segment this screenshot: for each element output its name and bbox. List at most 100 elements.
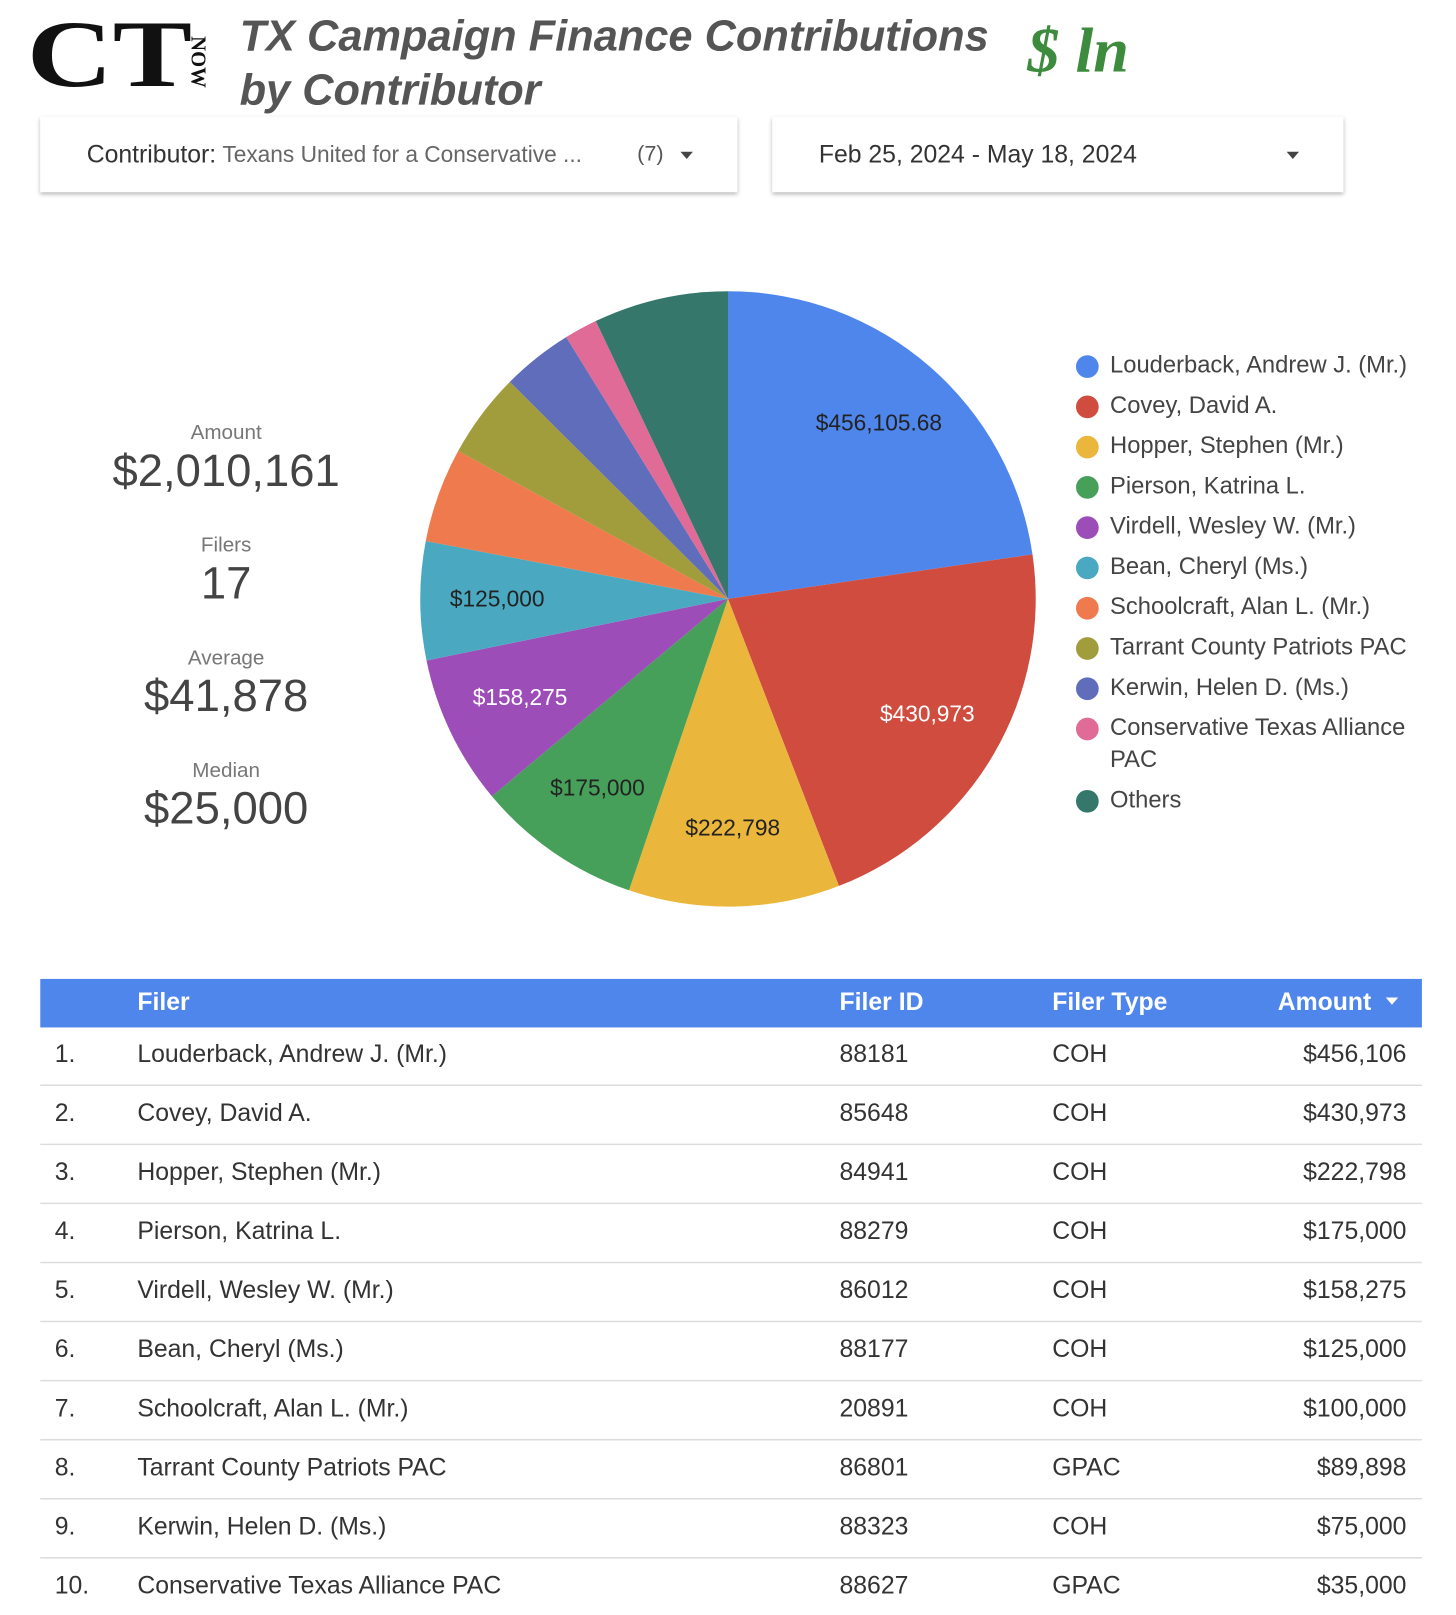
legend-swatch: [1075, 435, 1099, 459]
table-cell: Hopper, Stephen (Mr.): [137, 1159, 381, 1186]
legend-label: Hopper, Stephen (Mr.): [1110, 432, 1344, 459]
legend-swatch: [1075, 789, 1099, 813]
legend-label: Conservative Texas Alliance PAC: [1110, 714, 1412, 773]
table-cell: $222,798: [1303, 1159, 1406, 1186]
slice-label: $158,275: [473, 684, 568, 710]
table-cell: 5.: [55, 1277, 76, 1304]
pie-slice: [458, 381, 728, 599]
sort-arrow[interactable]: [1385, 997, 1399, 1005]
table-cell: Pierson, Katrina L.: [137, 1218, 341, 1245]
table-cell: COH: [1052, 1041, 1107, 1068]
pie-slice: [566, 321, 728, 599]
table-cell: $125,000: [1303, 1336, 1406, 1363]
logo-sub: NOW: [186, 36, 208, 88]
pie-slice: [728, 554, 1036, 886]
table-cell: Conservative Texas Alliance PAC: [137, 1572, 501, 1599]
dropdown-arrow[interactable]: [1286, 151, 1300, 160]
table-cell: COH: [1052, 1513, 1107, 1540]
table-cell: 20891: [840, 1395, 909, 1422]
pie-slice: [509, 337, 728, 599]
table-cell: 2.: [55, 1100, 76, 1127]
table-cell: 88181: [840, 1041, 909, 1068]
table-cell: COH: [1052, 1336, 1107, 1363]
table-cell: Kerwin, Helen D. (Ms.): [137, 1513, 386, 1540]
pie-slice: [491, 598, 728, 891]
pie-slice: [425, 450, 728, 599]
table-cell: 9.: [55, 1513, 76, 1540]
legend-label: Pierson, Katrina L.: [1110, 473, 1305, 500]
table-cell: 4.: [55, 1218, 76, 1245]
filter-count: (7): [637, 141, 664, 166]
slice-label: $430,973: [880, 700, 975, 726]
table-header: [40, 978, 1422, 1028]
scorecard-label: Amount: [191, 421, 262, 444]
legend-swatch: [1075, 556, 1099, 580]
legend-swatch: [1075, 717, 1099, 741]
column-header: Filer Type: [1052, 989, 1167, 1016]
legend-swatch: [1075, 516, 1099, 540]
legend-label: Covey, David A.: [1110, 392, 1277, 419]
scorecard-value: $25,000: [144, 783, 308, 834]
table-cell: 85648: [840, 1100, 909, 1127]
table-cell: Bean, Cheryl (Ms.): [137, 1336, 343, 1363]
table-cell: 86012: [840, 1277, 909, 1304]
scorecard-label: Average: [188, 646, 265, 669]
contributor-filter[interactable]: [40, 116, 738, 193]
slice-label: $222,798: [685, 815, 780, 841]
table-cell: $89,898: [1317, 1454, 1407, 1481]
scorecard-label: Median: [192, 759, 260, 782]
pie-slice: [628, 598, 839, 907]
column-header: Filer ID: [840, 989, 924, 1016]
filter-label: Feb 25, 2024 - May 18, 2024: [819, 141, 1137, 168]
dropdown-arrow[interactable]: [680, 151, 693, 160]
table-cell: COH: [1052, 1395, 1107, 1422]
table-cell: $456,106: [1303, 1041, 1406, 1068]
badge: $ ln: [1026, 14, 1128, 85]
legend-label: Louderback, Andrew J. (Mr.): [1110, 352, 1407, 379]
table-cell: 6.: [55, 1336, 76, 1363]
table-cell: 86801: [840, 1454, 909, 1481]
table-cell: 8.: [55, 1454, 76, 1481]
legend-label: Tarrant County Patriots PAC: [1110, 634, 1407, 661]
table-cell: Virdell, Wesley W. (Mr.): [137, 1277, 393, 1304]
legend-swatch: [1075, 637, 1099, 660]
legend-swatch: [1075, 476, 1099, 499]
pie-slice: [420, 541, 728, 661]
table-cell: $35,000: [1317, 1572, 1407, 1599]
title: TX Campaign Finance Contributions: [240, 13, 989, 61]
table-cell: 7.: [55, 1395, 76, 1422]
table-cell: COH: [1052, 1277, 1107, 1304]
table-cell: Louderback, Andrew J. (Mr.): [137, 1041, 447, 1068]
table-cell: 88323: [840, 1513, 909, 1540]
table-cell: 1.: [55, 1041, 76, 1068]
table-cell: 84941: [840, 1159, 909, 1186]
legend-label: Bean, Cheryl (Ms.): [1110, 553, 1308, 580]
table-cell: 88279: [840, 1218, 909, 1245]
table-cell: $158,275: [1303, 1277, 1406, 1304]
title: by Contributor: [240, 66, 543, 114]
pie-slice: [595, 291, 728, 599]
date-filter[interactable]: [772, 116, 1344, 193]
legend-label: Virdell, Wesley W. (Mr.): [1110, 513, 1356, 540]
table-cell: $100,000: [1303, 1395, 1406, 1422]
table-cell: COH: [1052, 1100, 1107, 1127]
filter-value: Texans United for a Conservative ...: [222, 141, 582, 167]
table-cell: 10.: [55, 1572, 89, 1599]
scorecard-value: $41,878: [144, 670, 308, 721]
pie-slice: [426, 598, 728, 797]
scorecard-label: Filers: [201, 534, 251, 557]
legend-label: Kerwin, Helen D. (Ms.): [1110, 674, 1349, 701]
legend-swatch: [1075, 355, 1099, 378]
table-cell: 3.: [55, 1159, 76, 1186]
legend-label: Others: [1110, 787, 1181, 814]
slice-label: $456,105.68: [816, 409, 942, 435]
legend-swatch: [1075, 596, 1099, 620]
table-cell: $430,973: [1303, 1100, 1406, 1127]
column-header: Amount: [1278, 989, 1372, 1016]
scorecard-value: 17: [201, 558, 252, 609]
table-cell: $175,000: [1303, 1218, 1406, 1245]
slice-label: $125,000: [450, 585, 545, 611]
table-cell: 88177: [840, 1336, 909, 1363]
